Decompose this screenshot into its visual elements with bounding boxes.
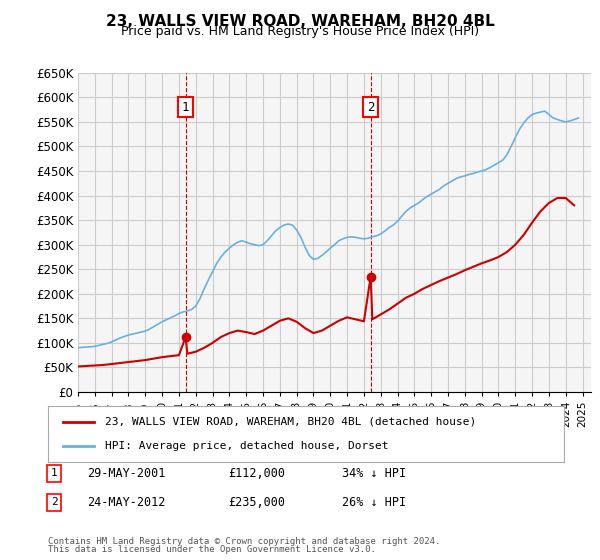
Text: 1: 1 (50, 468, 58, 478)
Text: Price paid vs. HM Land Registry's House Price Index (HPI): Price paid vs. HM Land Registry's House … (121, 25, 479, 38)
Text: 2: 2 (50, 497, 58, 507)
Text: HPI: Average price, detached house, Dorset: HPI: Average price, detached house, Dors… (105, 441, 388, 451)
Text: Contains HM Land Registry data © Crown copyright and database right 2024.: Contains HM Land Registry data © Crown c… (48, 537, 440, 546)
Text: 24-MAY-2012: 24-MAY-2012 (87, 496, 166, 509)
Text: 23, WALLS VIEW ROAD, WAREHAM, BH20 4BL: 23, WALLS VIEW ROAD, WAREHAM, BH20 4BL (106, 14, 494, 29)
Text: 26% ↓ HPI: 26% ↓ HPI (342, 496, 406, 509)
Text: £112,000: £112,000 (228, 466, 285, 480)
Text: 2: 2 (367, 101, 374, 114)
Text: 1: 1 (182, 101, 190, 114)
Text: This data is licensed under the Open Government Licence v3.0.: This data is licensed under the Open Gov… (48, 545, 376, 554)
Text: £235,000: £235,000 (228, 496, 285, 509)
Text: 23, WALLS VIEW ROAD, WAREHAM, BH20 4BL (detached house): 23, WALLS VIEW ROAD, WAREHAM, BH20 4BL (… (105, 417, 476, 427)
Text: 34% ↓ HPI: 34% ↓ HPI (342, 466, 406, 480)
Text: 29-MAY-2001: 29-MAY-2001 (87, 466, 166, 480)
